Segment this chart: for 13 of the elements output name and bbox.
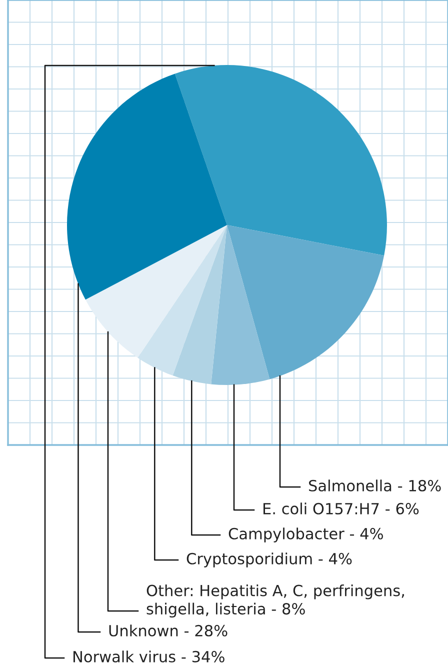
pie-slice [86,225,227,358]
slice-label: Campylobacter - 4% [228,528,383,542]
slice-label: Norwalk virus - 34% [74,650,224,662]
pie-slice [172,225,227,384]
pie-slice [227,225,384,380]
pie-slice [67,74,227,300]
slice-label: Salmonella - 18% [309,480,441,492]
slice-label: Unknown - 28% [109,624,228,636]
slice-label: E. coli O157:H7 - 6% [264,502,419,514]
pie-slice [211,225,270,385]
pie-slice [174,65,387,256]
slice-label: Cryptosporidium - 4% [186,552,352,568]
slice-label: Other: Hepatitis A, C, perfringens, shigella, listeria - 8% [146,584,404,618]
